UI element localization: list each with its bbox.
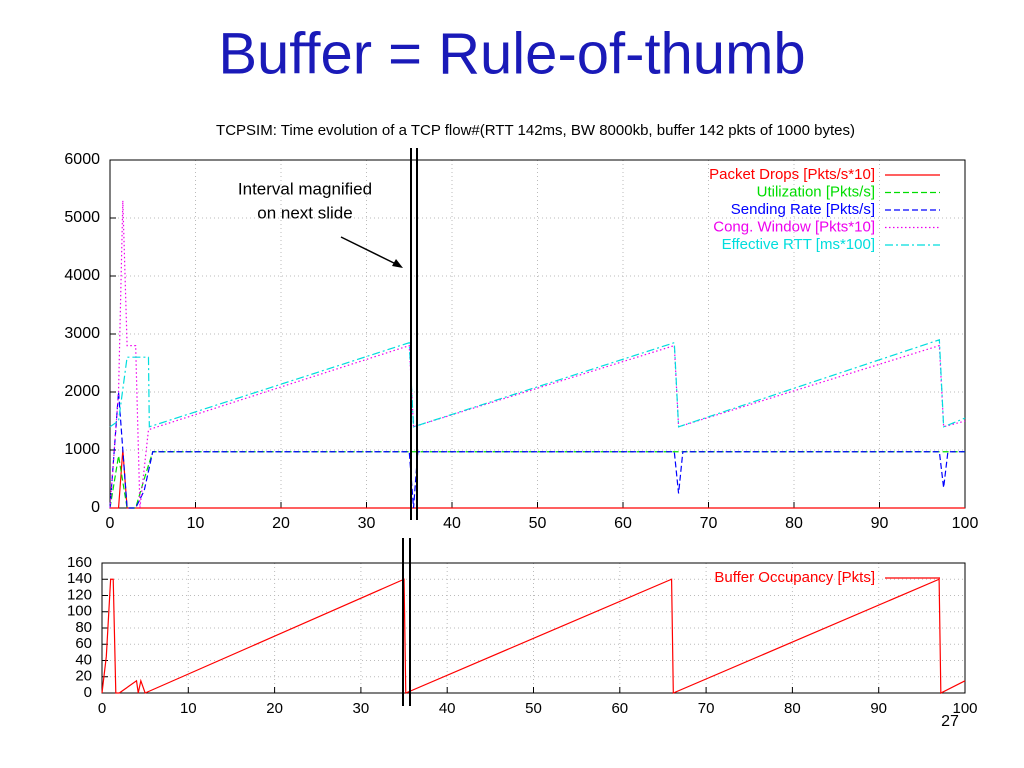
y-tick-label: 20: [75, 668, 92, 685]
y-tick-label: 5000: [64, 209, 100, 226]
x-tick-label: 50: [529, 515, 547, 532]
x-tick-label: 40: [443, 515, 461, 532]
series-line: [109, 391, 965, 509]
x-tick-label: 90: [871, 515, 889, 532]
series-line: [110, 449, 965, 509]
y-tick-label: 40: [75, 651, 92, 668]
x-tick-label: 0: [106, 515, 115, 532]
y-tick-label: 140: [67, 570, 92, 587]
legend-label: Packet Drops [Pkts/s*10]: [709, 166, 875, 183]
y-tick-label: 0: [91, 499, 100, 516]
series-line: [101, 578, 966, 694]
slide-title: Buffer = Rule-of-thumb: [218, 21, 805, 86]
plot-frame: [101, 562, 966, 694]
x-tick-label: 30: [358, 515, 376, 532]
y-tick-label: 0: [84, 684, 92, 701]
x-tick-label: 40: [439, 700, 456, 717]
x-tick-label: 80: [784, 700, 801, 717]
page-number: 27: [941, 713, 959, 730]
arrow: [340, 236, 401, 267]
y-tick-label: 120: [67, 586, 92, 603]
y-tick-label: 160: [67, 554, 92, 571]
x-tick-label: 80: [785, 515, 803, 532]
x-tick-label: 70: [698, 700, 715, 717]
annotation: on next slide: [257, 203, 352, 222]
y-tick-label: 60: [75, 635, 92, 652]
x-tick-label: 60: [611, 700, 628, 717]
legend-label: Effective RTT [ms*100]: [722, 236, 875, 253]
legend-label: Sending Rate [Pkts/s]: [731, 201, 875, 218]
x-tick-label: 20: [266, 700, 283, 717]
legend-label: Utilization [Pkts/s]: [757, 183, 875, 200]
x-tick-label: 20: [272, 515, 290, 532]
x-tick-label: 50: [525, 700, 542, 717]
y-tick-label: 3000: [64, 325, 100, 342]
y-tick-label: 1000: [64, 441, 100, 458]
y-tick-label: 4000: [64, 267, 100, 284]
arrow-head: [392, 259, 403, 268]
y-tick-label: 80: [75, 619, 92, 636]
chart-title: TCPSIM: Time evolution of a TCP flow#(RT…: [216, 122, 855, 139]
x-tick-label: 90: [870, 700, 887, 717]
y-tick-label: 2000: [64, 383, 100, 400]
legend-label: Cong. Window [Pkts*10]: [713, 218, 875, 235]
x-tick-label: 10: [187, 515, 205, 532]
x-tick-label: 30: [353, 700, 370, 717]
legend-label: Buffer Occupancy [Pkts]: [714, 569, 875, 586]
interval-markers: [402, 148, 418, 706]
x-tick-label: 60: [614, 515, 632, 532]
annotation: Interval magnified: [238, 179, 372, 198]
x-tick-label: 100: [952, 700, 977, 717]
y-tick-label: 6000: [64, 151, 100, 168]
x-tick-label: 100: [952, 515, 979, 532]
x-tick-label: 10: [180, 700, 197, 717]
x-tick-label: 70: [700, 515, 718, 532]
x-tick-label: 0: [98, 700, 106, 717]
y-tick-label: 100: [67, 603, 92, 620]
